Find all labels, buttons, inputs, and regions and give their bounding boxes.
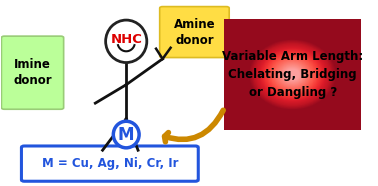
Text: M: M [118, 126, 135, 144]
Text: Imine
donor: Imine donor [13, 58, 52, 87]
FancyBboxPatch shape [160, 7, 229, 57]
Text: NHC: NHC [110, 33, 142, 46]
Text: Amine
donor: Amine donor [174, 18, 215, 46]
Ellipse shape [105, 20, 147, 62]
FancyBboxPatch shape [225, 19, 361, 130]
FancyBboxPatch shape [2, 36, 64, 109]
FancyBboxPatch shape [22, 146, 198, 181]
Ellipse shape [113, 121, 139, 148]
Text: M = Cu, Ag, Ni, Cr, Ir: M = Cu, Ag, Ni, Cr, Ir [42, 157, 178, 170]
Text: Variable Arm Length:
Chelating, Bridging
or Dangling ?: Variable Arm Length: Chelating, Bridging… [222, 50, 363, 99]
